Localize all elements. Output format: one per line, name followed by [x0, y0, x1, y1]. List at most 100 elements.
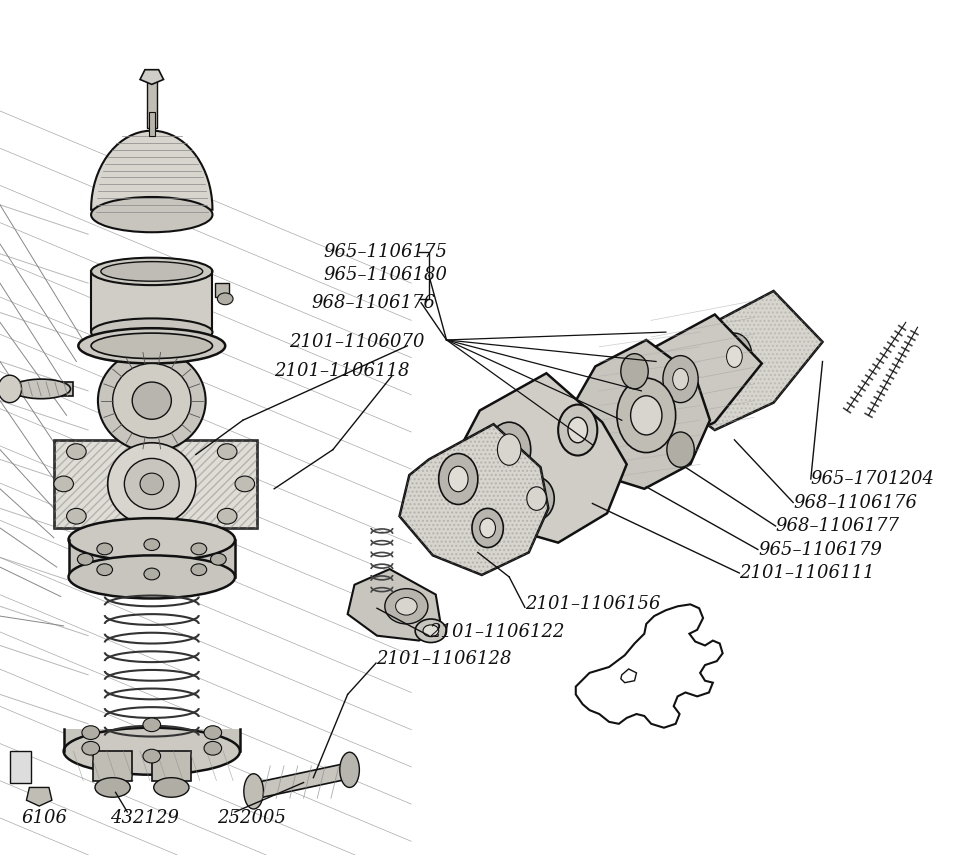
Bar — [93, 751, 132, 780]
Ellipse shape — [144, 539, 159, 550]
Text: 252005: 252005 — [217, 809, 286, 827]
Ellipse shape — [717, 334, 752, 380]
Ellipse shape — [112, 364, 191, 438]
Ellipse shape — [95, 778, 131, 797]
Ellipse shape — [0, 375, 21, 403]
Ellipse shape — [101, 262, 203, 281]
Text: 432129: 432129 — [109, 809, 179, 827]
Text: 2101–1106111: 2101–1106111 — [739, 564, 875, 582]
Text: 6106: 6106 — [21, 809, 67, 827]
Ellipse shape — [558, 404, 597, 455]
Polygon shape — [570, 340, 710, 489]
Ellipse shape — [143, 749, 160, 763]
Ellipse shape — [385, 588, 428, 624]
Ellipse shape — [68, 518, 235, 562]
Polygon shape — [68, 540, 235, 577]
Ellipse shape — [204, 726, 222, 740]
Ellipse shape — [91, 319, 212, 346]
Ellipse shape — [667, 432, 694, 467]
Polygon shape — [27, 787, 52, 806]
Ellipse shape — [98, 350, 205, 452]
Polygon shape — [661, 291, 823, 430]
Ellipse shape — [54, 476, 74, 492]
Text: 2101–1106128: 2101–1106128 — [376, 651, 512, 668]
Ellipse shape — [132, 382, 172, 419]
Text: 968–1106177: 968–1106177 — [776, 517, 900, 535]
Ellipse shape — [244, 774, 263, 809]
Ellipse shape — [108, 442, 196, 525]
Ellipse shape — [568, 417, 588, 442]
Ellipse shape — [217, 444, 237, 460]
Text: 2101–1106122: 2101–1106122 — [429, 623, 564, 641]
Bar — [149, 111, 155, 137]
Ellipse shape — [66, 508, 86, 524]
Ellipse shape — [663, 356, 698, 403]
Ellipse shape — [144, 569, 159, 580]
Bar — [215, 283, 229, 297]
Polygon shape — [91, 271, 212, 332]
Bar — [147, 79, 156, 129]
Ellipse shape — [497, 434, 521, 466]
Ellipse shape — [78, 554, 93, 565]
Ellipse shape — [12, 379, 70, 398]
Ellipse shape — [673, 368, 688, 390]
Polygon shape — [63, 728, 240, 751]
Ellipse shape — [140, 473, 163, 495]
Ellipse shape — [448, 467, 468, 492]
Bar — [152, 751, 191, 780]
Bar — [10, 382, 74, 396]
Ellipse shape — [480, 518, 495, 537]
Text: 965–1106180: 965–1106180 — [324, 266, 447, 284]
Polygon shape — [247, 763, 354, 799]
Polygon shape — [399, 424, 548, 575]
Ellipse shape — [125, 459, 180, 510]
Text: 965–1106179: 965–1106179 — [757, 541, 882, 558]
Text: 968–1106176: 968–1106176 — [311, 294, 436, 312]
Ellipse shape — [519, 477, 554, 520]
Polygon shape — [54, 440, 256, 528]
Ellipse shape — [143, 718, 160, 732]
Polygon shape — [10, 751, 32, 783]
Ellipse shape — [217, 508, 237, 524]
Ellipse shape — [423, 625, 439, 637]
Ellipse shape — [97, 564, 112, 575]
Ellipse shape — [415, 619, 446, 643]
Polygon shape — [460, 373, 627, 543]
Ellipse shape — [68, 556, 235, 599]
Ellipse shape — [340, 753, 359, 787]
Text: 968–1106176: 968–1106176 — [793, 493, 917, 511]
Ellipse shape — [82, 741, 100, 755]
Ellipse shape — [621, 353, 648, 389]
Ellipse shape — [617, 378, 676, 453]
Ellipse shape — [91, 257, 212, 285]
Ellipse shape — [79, 328, 226, 364]
Ellipse shape — [154, 778, 189, 797]
Text: 965–1701204: 965–1701204 — [811, 470, 935, 488]
Ellipse shape — [235, 476, 254, 492]
Polygon shape — [91, 130, 212, 214]
Ellipse shape — [396, 598, 418, 615]
Ellipse shape — [210, 554, 227, 565]
Ellipse shape — [727, 346, 742, 367]
Text: 2101–1106156: 2101–1106156 — [525, 595, 660, 613]
Ellipse shape — [91, 334, 212, 359]
Ellipse shape — [631, 396, 662, 435]
Ellipse shape — [191, 564, 206, 575]
Ellipse shape — [66, 444, 86, 460]
Ellipse shape — [204, 741, 222, 755]
Ellipse shape — [472, 508, 503, 548]
Text: 2101–1106118: 2101–1106118 — [275, 362, 410, 380]
Polygon shape — [348, 569, 441, 640]
Ellipse shape — [527, 486, 546, 511]
Ellipse shape — [63, 727, 240, 775]
Ellipse shape — [191, 543, 206, 555]
Text: 965–1106175: 965–1106175 — [324, 243, 447, 261]
Ellipse shape — [217, 293, 233, 305]
Ellipse shape — [439, 454, 478, 505]
Text: 2101–1106070: 2101–1106070 — [289, 333, 424, 351]
Ellipse shape — [91, 197, 212, 232]
Polygon shape — [140, 70, 163, 85]
Ellipse shape — [488, 422, 531, 477]
Polygon shape — [607, 314, 762, 449]
Ellipse shape — [97, 543, 112, 555]
